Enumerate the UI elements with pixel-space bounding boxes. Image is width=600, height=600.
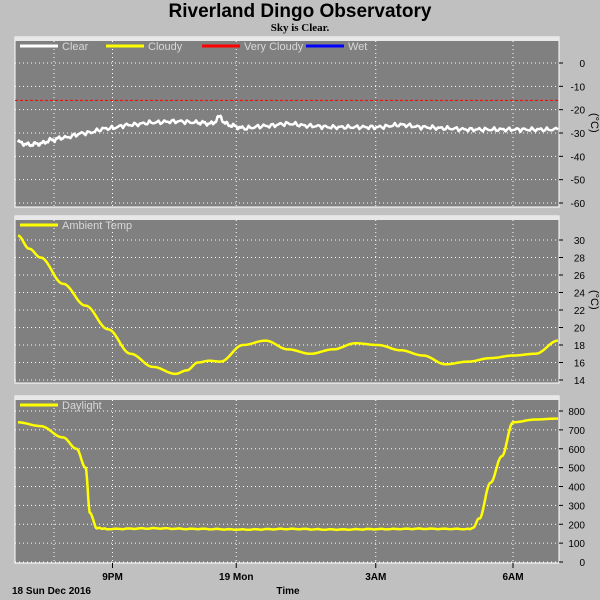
x-tick-label: 6AM [502,572,523,583]
y-tick-label: -20 [571,106,586,117]
y-tick-label: 200 [568,520,585,531]
y-tick-label: 0 [579,558,585,569]
y-tick-label: 700 [568,426,585,437]
panel-header-strip [15,396,559,400]
y-tick-label: 28 [574,254,586,265]
panel-sky: 0 -10 -20 -30 -40 -50 -60 (°C) Clear Cloudy Very C… [14,36,600,210]
legend-label: Daylight [62,400,102,412]
y-tick-label: 18 [574,341,586,352]
y-tick-label: -50 [571,176,586,187]
plot-area [14,215,560,384]
panel-header-strip [15,37,559,41]
y-tick-label: 22 [574,306,586,317]
y-tick-label: -30 [571,129,586,140]
plot-area [14,395,560,564]
y-tick-label: 0 [579,59,585,70]
sky-status-subtitle: Sky is Clear. [270,22,330,34]
y-tick-label: -10 [571,82,586,93]
y-unit-label: (°C) [588,290,600,310]
y-tick-label: 24 [574,289,586,300]
y-tick-label: 30 [574,236,586,247]
y-tick-label: 400 [568,483,585,494]
y-tick-label: 600 [568,445,585,456]
legend-label: Cloudy [148,41,183,53]
y-tick-label: 14 [574,376,586,387]
series-line-daylight [17,417,558,532]
series-line-ambient-temp [17,234,559,376]
y-tick-label: 20 [574,324,586,335]
legend-label: Ambient Temp [62,220,132,232]
x-tick-label: 9PM [102,572,123,583]
panel-header-strip [15,216,559,220]
page-title: Riverland Dingo Observatory [168,1,432,22]
panel-daylight: 800 700 600 500 400 300 200 100 0 Daylight [14,395,585,569]
x-axis: 9PM 19 Mon 3AM 6AM 18 Sun Dec 2016 Time [12,563,524,597]
y-unit-label: (°C) [588,113,600,133]
x-axis-title: Time [276,586,300,597]
x-tick-label: 3AM [365,572,386,583]
x-tick-label: 19 Mon [219,572,253,583]
y-tick-label: -40 [571,152,586,163]
series-line-sky [16,114,559,148]
y-tick-label: 300 [568,501,585,512]
legend-label: Clear [62,41,89,53]
y-tick-label: 26 [574,271,586,282]
x-axis-start-date: 18 Sun Dec 2016 [12,586,91,597]
y-tick-label: 500 [568,464,585,475]
panel-ambient-temp: 30 28 26 24 22 20 18 16 14 (°C) Ambient Temp [14,215,600,387]
y-tick-label: 800 [568,407,585,418]
legend-label: Wet [348,41,367,53]
y-tick-label: -60 [571,199,586,210]
y-tick-label: 100 [568,539,585,550]
legend-label: Very Cloudy [244,41,304,53]
y-tick-label: 16 [574,359,586,370]
